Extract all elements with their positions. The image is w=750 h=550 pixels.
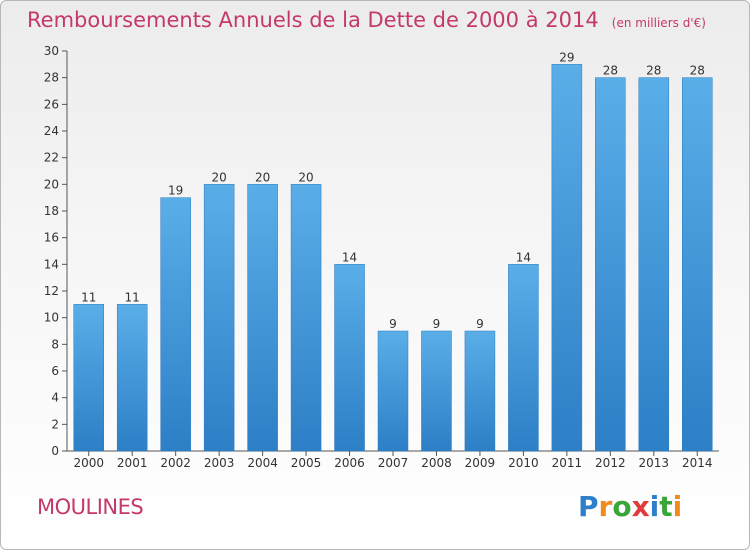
x-tick-label: 2008 [421,456,452,470]
y-tick-label: 26 [44,97,59,111]
bar-value-label: 9 [433,317,441,331]
x-tick-label: 2006 [334,456,365,470]
x-tick-label: 2013 [639,456,670,470]
x-tick-label: 2011 [552,456,583,470]
y-tick-label: 18 [44,204,59,218]
bars [73,64,713,452]
bar-value-label: 11 [81,290,96,304]
x-tick-label: 2009 [465,456,496,470]
bar-value-label: 14 [342,250,357,264]
logo-letter: i [649,490,660,523]
bar-value-label: 11 [125,290,140,304]
y-tick-label: 8 [51,337,59,351]
y-tick-label: 24 [44,124,59,138]
bar [421,330,452,452]
x-tick-label: 2003 [204,456,235,470]
bar [377,330,409,452]
y-tick-label: 0 [51,444,59,458]
y-tick-label: 2 [51,417,59,431]
bar [638,77,670,452]
bar-value-label: 20 [298,170,313,184]
x-tick-label: 2007 [378,456,409,470]
bar-value-label: 14 [516,250,531,264]
y-tick-label: 28 [44,71,59,85]
bar-value-label: 20 [211,170,226,184]
y-tick-label: 4 [51,391,59,405]
bar [682,77,713,452]
bar [203,184,235,452]
logo-letter: t [659,490,673,523]
x-tick-label: 2000 [73,456,104,470]
bar [551,64,583,452]
bar [247,184,278,452]
commune-name: MOULINES [37,495,144,519]
bar [464,330,496,452]
bar-value-label: 28 [603,64,618,78]
data-labels: 11 11 19 20 20 20 14 9 9 9 14 29 28 28 28 [81,50,705,331]
x-tick-label: 2002 [160,456,191,470]
unit-text: (en milliers d'€) [611,16,706,30]
y-tick-label: 10 [44,311,59,325]
logo-letter: i [672,490,683,523]
bar [73,304,104,452]
y-tick-label: 16 [44,231,59,245]
x-axis: 2000 2001 2002 2003 2004 2005 2006 2007 2008 2009… [67,450,719,470]
bar-value-label: 28 [646,64,661,78]
title-text: Remboursements Annuels de la Dette de 20… [27,8,599,32]
bar [160,197,191,452]
bar-value-label: 9 [476,317,484,331]
x-tick-label: 2004 [247,456,278,470]
bar [116,304,148,452]
proxiti-logo: Proxiti [578,490,682,523]
bar [290,184,322,452]
logo-letter: r [598,490,613,523]
y-tick-label: 22 [44,151,59,165]
bar-value-label: 28 [690,64,705,78]
bar-value-label: 20 [255,170,270,184]
bar-value-label: 19 [168,184,183,198]
y-tick-label: 20 [44,177,59,191]
x-tick-label: 2010 [508,456,539,470]
y-tick-label: 12 [44,284,59,298]
bar [508,264,539,452]
y-tick-label: 30 [44,44,59,58]
logo-letter: o [612,490,632,523]
chart-title: Remboursements Annuels de la Dette de 20… [27,8,706,32]
logo-letter: x [631,490,650,523]
bar-value-label: 29 [559,50,574,64]
bar-value-label: 9 [389,317,397,331]
x-tick-label: 2005 [291,456,322,470]
x-tick-label: 2012 [595,456,626,470]
bar [334,264,365,452]
bar [595,77,626,452]
x-tick-label: 2001 [117,456,148,470]
y-tick-label: 14 [44,257,59,271]
logo-letter: P [578,490,599,523]
y-tick-label: 6 [51,364,59,378]
x-tick-label: 2014 [682,456,713,470]
